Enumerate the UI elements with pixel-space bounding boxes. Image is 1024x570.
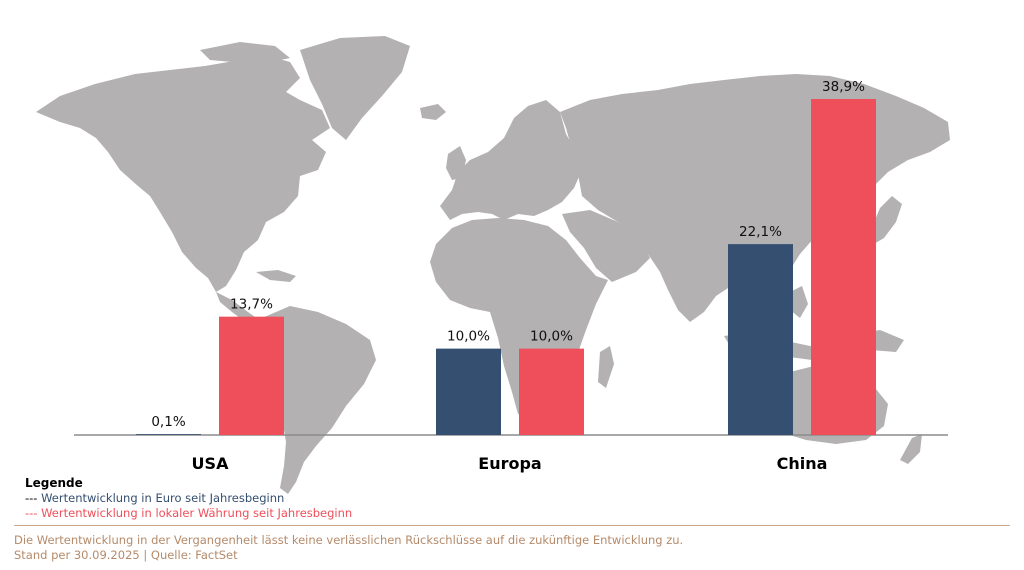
- map-philippines: [790, 286, 808, 318]
- map-north-america: [36, 56, 330, 292]
- legend-label-euro: Wertentwicklung in Euro seit Jahresbegin…: [41, 491, 285, 505]
- data-label-usa-series-1: 13,7%: [230, 297, 273, 313]
- map-british-isles: [446, 146, 466, 180]
- category-label-europa: Europa: [478, 454, 541, 473]
- map-caribbean: [256, 270, 296, 282]
- legend-title: Legende: [25, 476, 83, 490]
- bar-usa-series-0: [136, 434, 201, 435]
- category-labels-group: USA Europa China: [192, 454, 828, 473]
- chart: 0,1% 13,7% 10,0% 10,0% 22,1% 38,9% USA Europa C…: [36, 36, 950, 494]
- legend-dash: ---: [25, 506, 38, 520]
- value-labels-group: 0,1% 13,7% 10,0% 10,0% 22,1% 38,9%: [151, 79, 865, 430]
- footer-divider: [14, 525, 1010, 526]
- map-madagascar: [598, 346, 614, 388]
- map-iceland: [420, 104, 446, 120]
- bar-europa-series-0: [436, 348, 501, 435]
- footer-disclaimer: Die Wertentwicklung in der Vergangenheit…: [14, 533, 684, 547]
- map-arctic-islands: [200, 42, 290, 64]
- footer-source: Stand per 30.09.2025 | Quelle: FactSet: [14, 548, 238, 562]
- data-label-china-series-1: 38,9%: [822, 79, 865, 95]
- data-label-europa-series-1: 10,0%: [530, 329, 573, 345]
- bar-europa-series-1: [519, 348, 584, 435]
- category-label-china: China: [777, 454, 828, 473]
- legend-dash: ---: [25, 491, 38, 505]
- map-new-zealand: [900, 434, 922, 464]
- bar-china-series-1: [811, 99, 876, 435]
- footer: Die Wertentwicklung in der Vergangenheit…: [14, 533, 683, 563]
- legend-label-local: Wertentwicklung in lokaler Währung seit …: [41, 506, 353, 520]
- legend-item-local: --- Wertentwicklung in lokaler Währung s…: [25, 506, 352, 521]
- legend-item-euro: --- Wertentwicklung in Euro seit Jahresb…: [25, 491, 352, 506]
- map-middle-east: [562, 210, 650, 282]
- category-label-usa: USA: [192, 454, 230, 473]
- data-label-china-series-0: 22,1%: [739, 224, 782, 240]
- map-europe: [440, 100, 582, 220]
- data-label-europa-series-0: 10,0%: [447, 329, 490, 345]
- bars-group: [136, 99, 876, 435]
- legend: Legende --- Wertentwicklung in Euro seit…: [25, 476, 352, 521]
- bar-china-series-0: [728, 244, 793, 435]
- map-japan: [870, 196, 902, 244]
- map-greenland: [300, 36, 410, 140]
- map-south-america: [254, 306, 376, 494]
- map-arctic-islands-2: [250, 70, 286, 96]
- data-label-usa-series-0: 0,1%: [151, 414, 185, 430]
- bar-usa-series-1: [219, 316, 284, 435]
